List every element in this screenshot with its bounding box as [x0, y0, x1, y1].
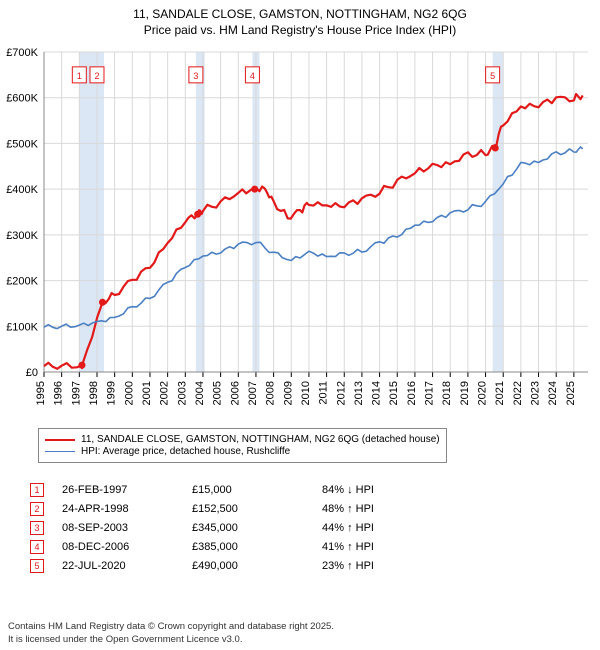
svg-text:1999: 1999	[106, 381, 118, 405]
svg-text:5: 5	[490, 71, 495, 81]
svg-text:2: 2	[94, 71, 99, 81]
marker-diff: 48% ↑ HPI	[322, 503, 442, 515]
attribution: Contains HM Land Registry data © Crown c…	[8, 621, 334, 646]
svg-text:£0: £0	[26, 367, 38, 379]
legend-swatch	[45, 439, 75, 441]
chart-title: 11, SANDALE CLOSE, GAMSTON, NOTTINGHAM, …	[0, 0, 600, 38]
svg-text:3: 3	[193, 71, 198, 81]
marker-price: £15,000	[192, 484, 322, 496]
svg-text:2012: 2012	[335, 381, 347, 405]
svg-text:£300K: £300K	[6, 230, 38, 242]
legend-item: 11, SANDALE CLOSE, GAMSTON, NOTTINGHAM, …	[45, 434, 440, 445]
marker-number-box: 2	[30, 502, 44, 516]
marker-table: 1 26-FEB-1997£15,00084% ↓ HPI 2 24-APR-1998…	[30, 478, 442, 578]
legend-label: 11, SANDALE CLOSE, GAMSTON, NOTTINGHAM, …	[81, 434, 440, 445]
svg-text:£100K: £100K	[6, 321, 38, 333]
svg-text:2001: 2001	[141, 381, 153, 405]
svg-text:2020: 2020	[477, 381, 489, 405]
svg-text:2022: 2022	[512, 381, 524, 405]
svg-text:2002: 2002	[159, 381, 171, 405]
marker-date: 22-JUL-2020	[62, 560, 192, 572]
marker-diff: 23% ↑ HPI	[322, 560, 442, 572]
svg-text:2009: 2009	[282, 381, 294, 405]
legend-label: HPI: Average price, detached house, Rush…	[81, 446, 290, 457]
marker-price: £345,000	[192, 522, 322, 534]
marker-price: £490,000	[192, 560, 322, 572]
legend-swatch	[45, 451, 75, 452]
legend-item: HPI: Average price, detached house, Rush…	[45, 446, 440, 457]
footer-line1: Contains HM Land Registry data © Crown c…	[8, 621, 334, 633]
svg-text:2010: 2010	[300, 381, 312, 405]
title-line2: Price paid vs. HM Land Registry's House …	[0, 22, 600, 38]
svg-text:2018: 2018	[441, 381, 453, 405]
marker-row: 1 26-FEB-1997£15,00084% ↓ HPI	[30, 483, 442, 497]
svg-text:2021: 2021	[494, 381, 506, 405]
marker-date: 26-FEB-1997	[62, 484, 192, 496]
marker-row: 4 08-DEC-2006£385,00041% ↑ HPI	[30, 540, 442, 554]
svg-text:2014: 2014	[371, 381, 383, 405]
svg-text:1: 1	[77, 71, 82, 81]
svg-text:2016: 2016	[406, 381, 418, 405]
svg-text:2000: 2000	[123, 381, 135, 405]
marker-row: 5 22-JUL-2020£490,00023% ↑ HPI	[30, 559, 442, 573]
svg-text:2025: 2025	[565, 381, 577, 405]
marker-date: 08-DEC-2006	[62, 541, 192, 553]
marker-row: 2 24-APR-1998£152,50048% ↑ HPI	[30, 502, 442, 516]
svg-text:2011: 2011	[318, 381, 330, 405]
marker-row: 3 08-SEP-2003£345,00044% ↑ HPI	[30, 521, 442, 535]
svg-text:1997: 1997	[70, 381, 82, 405]
chart: £0 £100K £200K £300K £400K £500K £600K £700K 199…	[0, 42, 600, 422]
svg-text:2003: 2003	[176, 381, 188, 405]
svg-text:£500K: £500K	[6, 138, 38, 150]
marker-diff: 84% ↓ HPI	[322, 484, 442, 496]
svg-text:1995: 1995	[35, 381, 47, 405]
svg-text:£700K: £700K	[6, 47, 38, 59]
marker-number-box: 5	[30, 559, 44, 573]
svg-text:2015: 2015	[388, 381, 400, 405]
svg-text:2007: 2007	[247, 381, 259, 405]
title-line1: 11, SANDALE CLOSE, GAMSTON, NOTTINGHAM, …	[0, 6, 600, 22]
marker-diff: 41% ↑ HPI	[322, 541, 442, 553]
svg-text:£600K: £600K	[6, 93, 38, 105]
svg-text:1996: 1996	[53, 381, 65, 405]
marker-date: 08-SEP-2003	[62, 522, 192, 534]
svg-text:2005: 2005	[212, 381, 224, 405]
svg-text:2023: 2023	[530, 381, 542, 405]
svg-text:2008: 2008	[265, 381, 277, 405]
marker-price: £152,500	[192, 503, 322, 515]
svg-text:2017: 2017	[424, 381, 436, 405]
svg-text:2013: 2013	[353, 381, 365, 405]
legend: 11, SANDALE CLOSE, GAMSTON, NOTTINGHAM, …	[38, 428, 447, 463]
marker-price: £385,000	[192, 541, 322, 553]
svg-text:£200K: £200K	[6, 276, 38, 288]
marker-diff: 44% ↑ HPI	[322, 522, 442, 534]
svg-text:2019: 2019	[459, 381, 471, 405]
marker-date: 24-APR-1998	[62, 503, 192, 515]
svg-text:2006: 2006	[229, 381, 241, 405]
marker-number-box: 3	[30, 521, 44, 535]
marker-number-box: 4	[30, 540, 44, 554]
svg-text:2004: 2004	[194, 381, 206, 405]
svg-text:4: 4	[250, 71, 255, 81]
footer-line2: It is licensed under the Open Government…	[8, 634, 334, 646]
svg-text:£400K: £400K	[6, 184, 38, 196]
marker-number-box: 1	[30, 483, 44, 497]
svg-text:2024: 2024	[547, 381, 559, 405]
svg-text:1998: 1998	[88, 381, 100, 405]
